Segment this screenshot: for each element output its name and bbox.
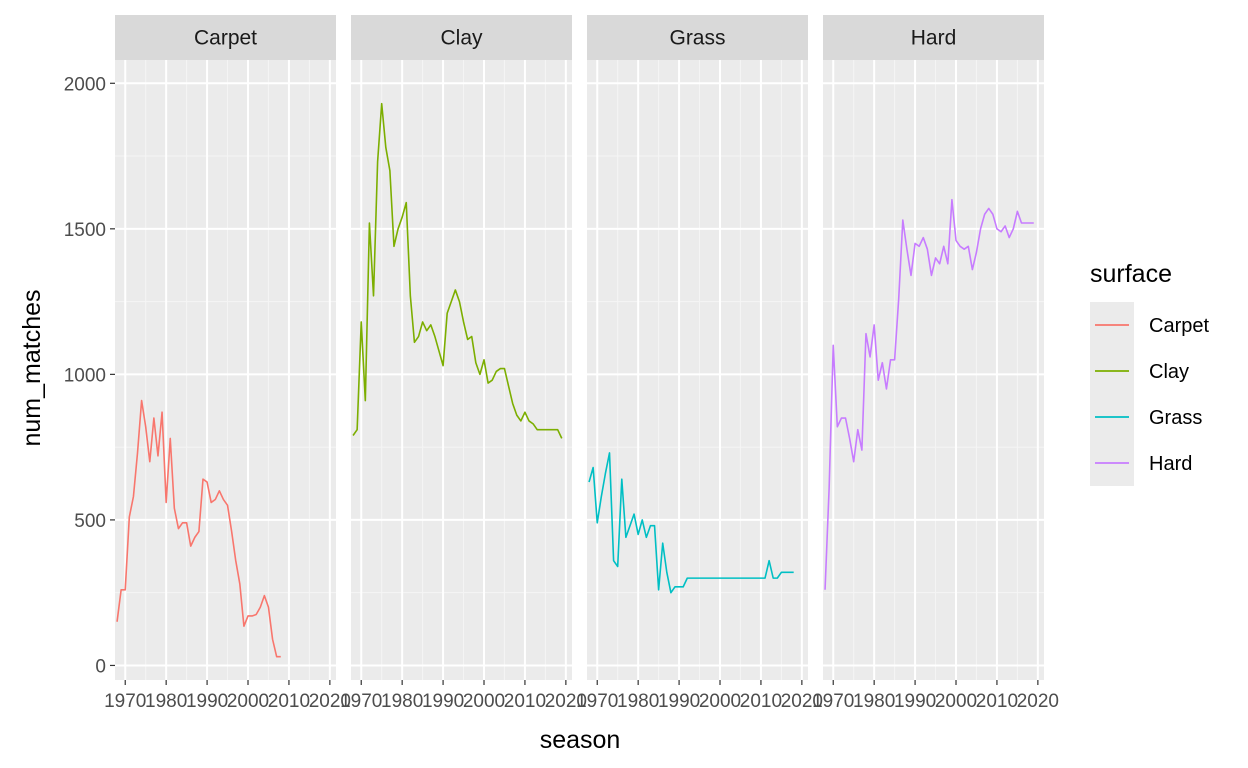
x-tick-label: 1980: [853, 691, 895, 712]
x-tick-label: 1980: [617, 691, 659, 712]
panel-background: [823, 60, 1044, 680]
x-tick-label: 2000: [227, 691, 269, 712]
x-tick-label: 2010: [740, 691, 782, 712]
x-tick-label: 1990: [186, 691, 228, 712]
y-tick-label: 500: [74, 511, 106, 532]
facet-strip-hard: [823, 15, 1044, 60]
facet-strip-label: Hard: [911, 27, 957, 50]
facet-strip-carpet: [115, 15, 336, 60]
x-axis-title: season: [540, 726, 621, 754]
y-tick-label: 1500: [64, 220, 106, 241]
y-tick-label: 1000: [64, 365, 106, 386]
legend-title: surface: [1090, 260, 1172, 288]
x-tick-label: 2010: [268, 691, 310, 712]
series-line-carpet: [116, 399, 281, 658]
facet-panels: Carpet197019801990200020102020Clay197019…: [104, 15, 1059, 712]
x-tick-label: 2020: [545, 691, 587, 712]
legend-key-background: [1090, 302, 1134, 486]
facet-strip-label: Carpet: [194, 27, 257, 50]
x-tick-label: 1980: [145, 691, 187, 712]
x-tick-label: 1990: [894, 691, 936, 712]
y-tick-label: 2000: [64, 74, 106, 95]
panel-background: [351, 60, 572, 680]
x-tick-label: 1970: [104, 691, 146, 712]
x-tick-label: 1990: [658, 691, 700, 712]
x-tick-label: 2020: [309, 691, 351, 712]
legend-label: Hard: [1149, 453, 1192, 475]
legend-label: Clay: [1149, 361, 1189, 383]
series-line-hard: [824, 198, 1034, 590]
x-tick-label: 2010: [976, 691, 1018, 712]
x-tick-label: 1970: [340, 691, 382, 712]
series-line-grass: [588, 452, 794, 594]
x-tick-label: 2020: [1017, 691, 1059, 712]
x-tick-label: 1990: [422, 691, 464, 712]
panel-background: [115, 60, 336, 680]
series-line-clay: [352, 102, 563, 439]
facet-strip-grass: [587, 15, 808, 60]
facet-strip-clay: [351, 15, 572, 60]
panel-background: [587, 60, 808, 680]
x-tick-label: 2010: [504, 691, 546, 712]
legend: surface Carpet Clay Grass Hard: [1090, 260, 1209, 486]
y-axis-title: num_matches: [18, 289, 46, 446]
facet-strip-label: Grass: [669, 27, 725, 50]
x-tick-label: 1980: [381, 691, 423, 712]
legend-label: Grass: [1149, 407, 1202, 429]
x-tick-label: 1970: [576, 691, 618, 712]
legend-label: Carpet: [1149, 315, 1209, 337]
y-tick-label: 0: [95, 656, 106, 677]
x-tick-label: 1970: [812, 691, 854, 712]
facet-strip-label: Clay: [440, 27, 483, 50]
x-tick-label: 2020: [781, 691, 823, 712]
x-tick-label: 2000: [935, 691, 977, 712]
x-tick-label: 2000: [699, 691, 741, 712]
y-axis: 0 500 1000 1500 2000: [64, 74, 115, 677]
x-tick-label: 2000: [463, 691, 505, 712]
